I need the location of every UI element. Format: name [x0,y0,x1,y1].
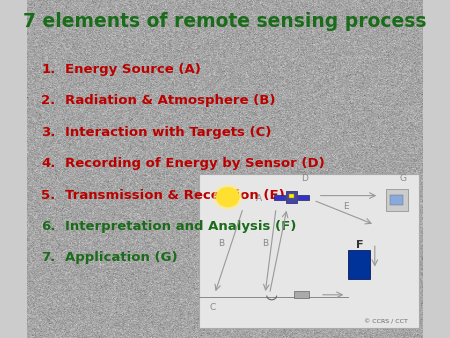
Text: © CCRS / CCT: © CCRS / CCT [364,319,408,324]
Text: Interpretation and Analysis (F): Interpretation and Analysis (F) [65,220,296,233]
Bar [298,195,309,199]
Text: Transmission & Reception (E): Transmission & Reception (E) [65,189,285,201]
Text: 7.: 7. [41,251,55,264]
Text: F: F [356,240,363,250]
Bar [274,195,285,199]
Text: C: C [209,304,216,312]
Text: G: G [400,174,407,183]
Text: Recording of Energy by Sensor (D): Recording of Energy by Sensor (D) [65,157,324,170]
FancyBboxPatch shape [199,174,418,328]
Bar [286,191,297,203]
Circle shape [214,185,242,209]
Bar [348,250,370,279]
Text: Radiation & Atmosphere (B): Radiation & Atmosphere (B) [65,94,275,107]
Bar [294,291,310,298]
Text: 1.: 1. [41,63,55,76]
Text: 4.: 4. [41,157,56,170]
Text: D: D [301,174,308,183]
Bar [390,195,403,205]
Bar [289,194,294,198]
Text: E: E [343,202,349,211]
Text: 2.: 2. [41,94,55,107]
Text: 5.: 5. [41,189,55,201]
Text: Energy Source (A): Energy Source (A) [65,63,201,76]
Text: 6.: 6. [41,220,56,233]
Text: 7 elements of remote sensing process: 7 elements of remote sensing process [23,13,427,31]
Text: B: B [218,239,224,248]
Text: Interaction with Targets (C): Interaction with Targets (C) [65,126,271,139]
Text: 3.: 3. [41,126,56,139]
Bar [386,189,408,211]
Circle shape [217,188,239,207]
Text: B: B [262,239,268,248]
Text: A: A [256,194,261,203]
Text: Application (G): Application (G) [65,251,178,264]
